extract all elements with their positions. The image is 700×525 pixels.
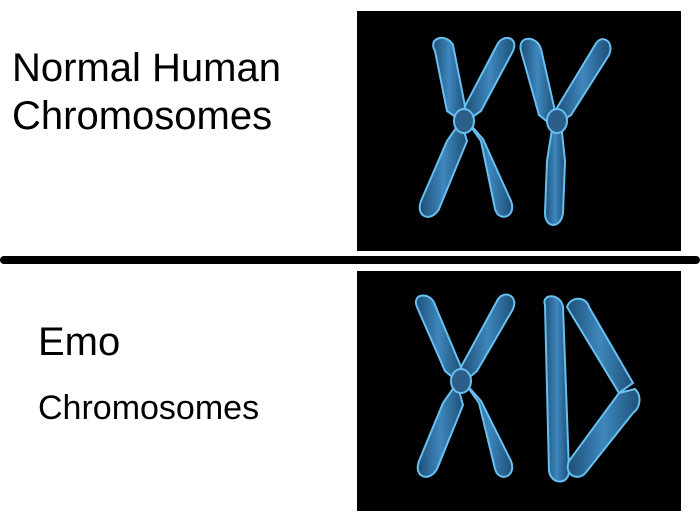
top-caption-line-2: Chromosomes <box>12 94 273 138</box>
xy-chromosomes-icon <box>418 36 612 226</box>
xy-chromosomes-image <box>357 11 681 251</box>
xd-chromosomes-image <box>357 271 681 511</box>
top-caption-line-1: Normal Human <box>12 46 281 90</box>
bottom-caption-line-1: Emo <box>38 320 121 364</box>
divider <box>0 256 700 264</box>
xd-chromosomes-icon <box>414 293 641 483</box>
bottom-caption-line-2: Chromosomes <box>38 389 260 427</box>
top-caption: Normal Human Chromosomes <box>12 44 281 140</box>
